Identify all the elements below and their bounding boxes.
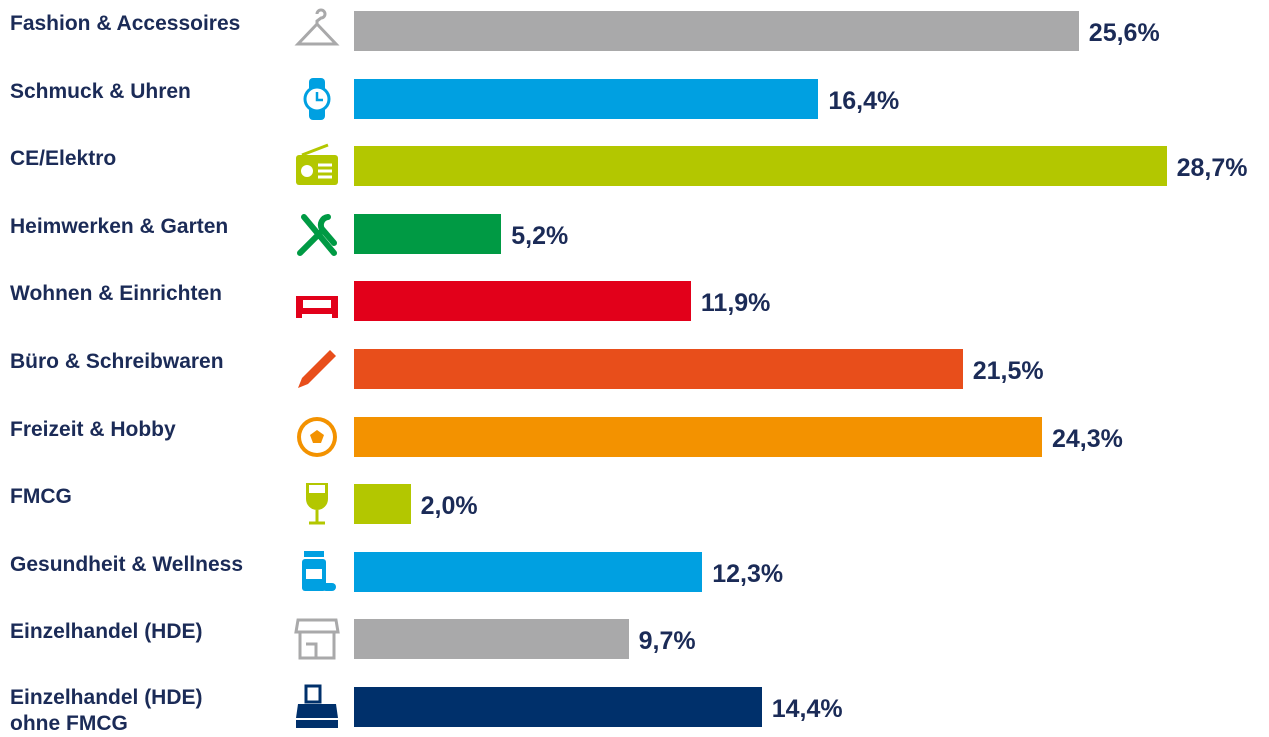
category-icon	[297, 213, 337, 256]
bar	[354, 11, 1079, 51]
value-label: 21,5%	[972, 357, 1044, 385]
category-icon	[302, 550, 336, 591]
category-icon	[296, 143, 338, 186]
category-icon	[303, 77, 331, 120]
value-label: 14,4%	[771, 695, 843, 723]
category-label: Wohnen & Einrichten	[10, 282, 222, 306]
value-label: 9,7%	[638, 627, 696, 656]
bar	[354, 687, 762, 727]
category-icon	[296, 684, 338, 728]
category-icon	[298, 350, 336, 388]
bar	[354, 619, 629, 660]
category-label: FMCG	[10, 485, 72, 509]
category-icon	[297, 416, 337, 457]
value-label: 16,4%	[828, 86, 900, 115]
value-label: 24,3%	[1051, 424, 1123, 453]
bar	[354, 551, 703, 592]
bar	[354, 78, 819, 119]
bar	[354, 281, 691, 322]
category-label: Schmuck & Uhren	[10, 79, 191, 103]
value-label: 5,2%	[511, 221, 569, 250]
category-label: Freizeit & Hobby	[10, 417, 176, 441]
value-label: 28,7%	[1176, 154, 1248, 183]
category-label: Gesundheit & Wellness	[10, 552, 243, 576]
category-label: Einzelhandel (HDE)	[10, 620, 203, 644]
value-label: 12,3%	[712, 559, 784, 588]
category-label: Heimwerken & Garten	[10, 214, 229, 238]
bar	[354, 416, 1042, 457]
category-icon	[296, 296, 338, 319]
category-icon	[306, 483, 328, 525]
value-label: 25,6%	[1088, 19, 1160, 47]
category-label: Einzelhandel (HDE) ohne FMCG	[10, 686, 203, 735]
bar	[354, 349, 963, 389]
category-label: CE/Elektro	[10, 147, 117, 171]
category-icon	[294, 8, 340, 46]
bar	[354, 213, 502, 254]
bar	[354, 484, 411, 525]
category-icon	[294, 618, 340, 660]
value-label: 2,0%	[420, 492, 478, 521]
category-label: Büro & Schreibwaren	[10, 350, 224, 373]
category-label: Fashion & Accessoires	[10, 12, 241, 35]
bar	[354, 146, 1167, 187]
value-label: 11,9%	[700, 289, 771, 318]
